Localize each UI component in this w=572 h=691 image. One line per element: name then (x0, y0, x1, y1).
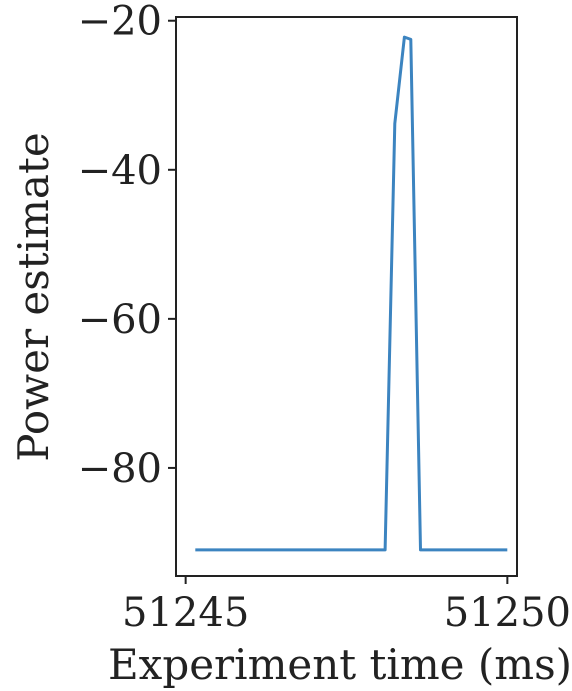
y-axis-label: Power estimate (9, 132, 58, 461)
plot-area (195, 35, 508, 552)
x-axis-label: Experiment time (ms) (108, 640, 572, 689)
x-tick-label: 51250 (444, 590, 571, 636)
y-tick-label: −60 (78, 297, 162, 343)
plot-frame (175, 16, 518, 577)
y-tick-label: −40 (78, 148, 162, 194)
x-axis: 51245 51250 (122, 576, 571, 636)
y-tick-label: −20 (78, 0, 162, 45)
x-tick-label: 51245 (122, 590, 249, 636)
y-tick-label: −80 (78, 446, 162, 492)
series-line-0 (195, 35, 508, 552)
y-axis: −20 −40 −60 −80 (78, 0, 176, 492)
